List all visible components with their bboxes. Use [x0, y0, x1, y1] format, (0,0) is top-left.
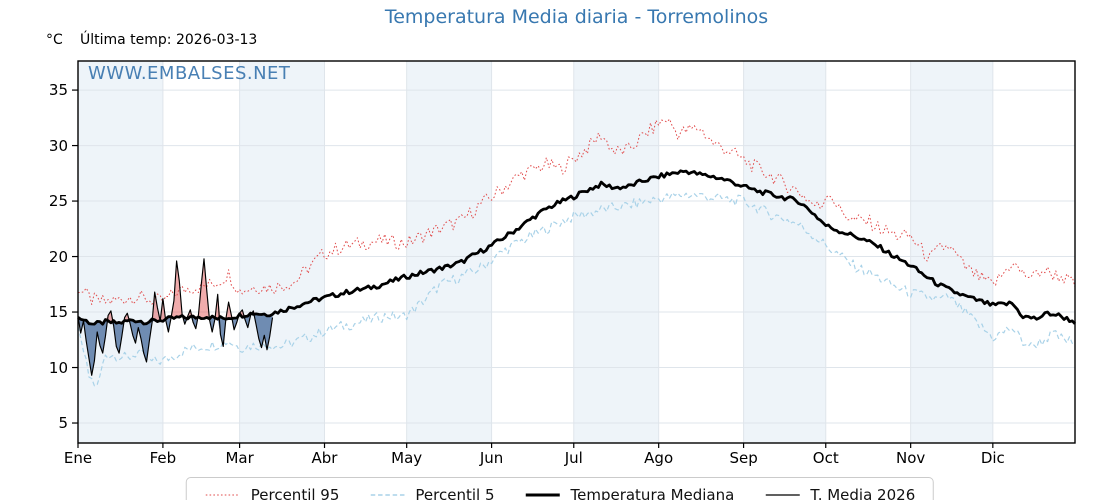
x-tick-label-ene: Ene [63, 449, 93, 467]
month-band [239, 61, 325, 443]
y-tick-label-10: 10 [48, 358, 68, 377]
x-tick-label-nov: Nov [896, 449, 926, 467]
x-tick-label-may: May [391, 449, 423, 467]
legend-item-t-media-2026: T. Media 2026 [764, 486, 915, 500]
fill-below-median [78, 313, 273, 376]
y-tick-label-15: 15 [48, 303, 68, 322]
chart-canvas [72, 60, 1077, 448]
x-tick-label-feb: Feb [149, 449, 177, 467]
legend-sample-t-media-2026-icon [765, 494, 800, 496]
legend-item-mediana: Temperatura Mediana [524, 486, 734, 500]
plot-border [77, 60, 1076, 444]
y-tick-label-5: 5 [58, 414, 68, 433]
x-tick-label-abr: Abr [311, 449, 338, 467]
month-band [910, 61, 993, 443]
last-temp-label: Última temp: 2026-03-13 [80, 32, 258, 48]
legend-label-t-media-2026: T. Media 2026 [810, 486, 916, 500]
chart-title: Temperatura Media diaria - Torremolinos [384, 6, 769, 28]
y-tick-label-30: 30 [48, 136, 68, 155]
watermark: WWW.EMBALSES.NET [88, 63, 291, 84]
month-band [743, 61, 826, 443]
x-tick-label-ago: Ago [644, 449, 674, 467]
y-axis-unit-label: °C [46, 32, 63, 48]
y-tick-label-25: 25 [48, 192, 68, 211]
month-band [573, 61, 659, 443]
legend-item-percentil-5: Percentil 5 [369, 486, 494, 500]
legend-label-percentil-95: Percentil 95 [250, 486, 340, 500]
legend: Percentil 95 Percentil 5 Temperatura Med… [185, 477, 935, 500]
legend-item-percentil-95: Percentil 95 [205, 486, 340, 500]
x-tick-label-mar: Mar [225, 449, 254, 467]
legend-sample-mediana-icon [525, 493, 560, 497]
month-band [78, 61, 163, 443]
x-tick-label-jul: Jul [564, 449, 583, 467]
series-percentil-95 [78, 118, 1076, 305]
legend-sample-percentil-5-icon [370, 494, 405, 496]
legend-label-mediana: Temperatura Mediana [570, 486, 735, 500]
x-tick-label-jun: Jun [479, 449, 504, 467]
series-t-media-2026 [77, 258, 274, 376]
legend-label-percentil-5: Percentil 5 [415, 486, 495, 500]
series-percentil-5 [77, 192, 1076, 387]
fill-above-median [78, 258, 273, 325]
x-tick-label-dic: Dic [980, 449, 1005, 467]
legend-sample-percentil-95-icon [205, 494, 240, 496]
y-tick-label-20: 20 [48, 247, 68, 266]
x-tick-label-sep: Sep [729, 449, 758, 467]
y-tick-label-35: 35 [48, 81, 68, 100]
x-tick-label-oct: Oct [812, 449, 839, 467]
